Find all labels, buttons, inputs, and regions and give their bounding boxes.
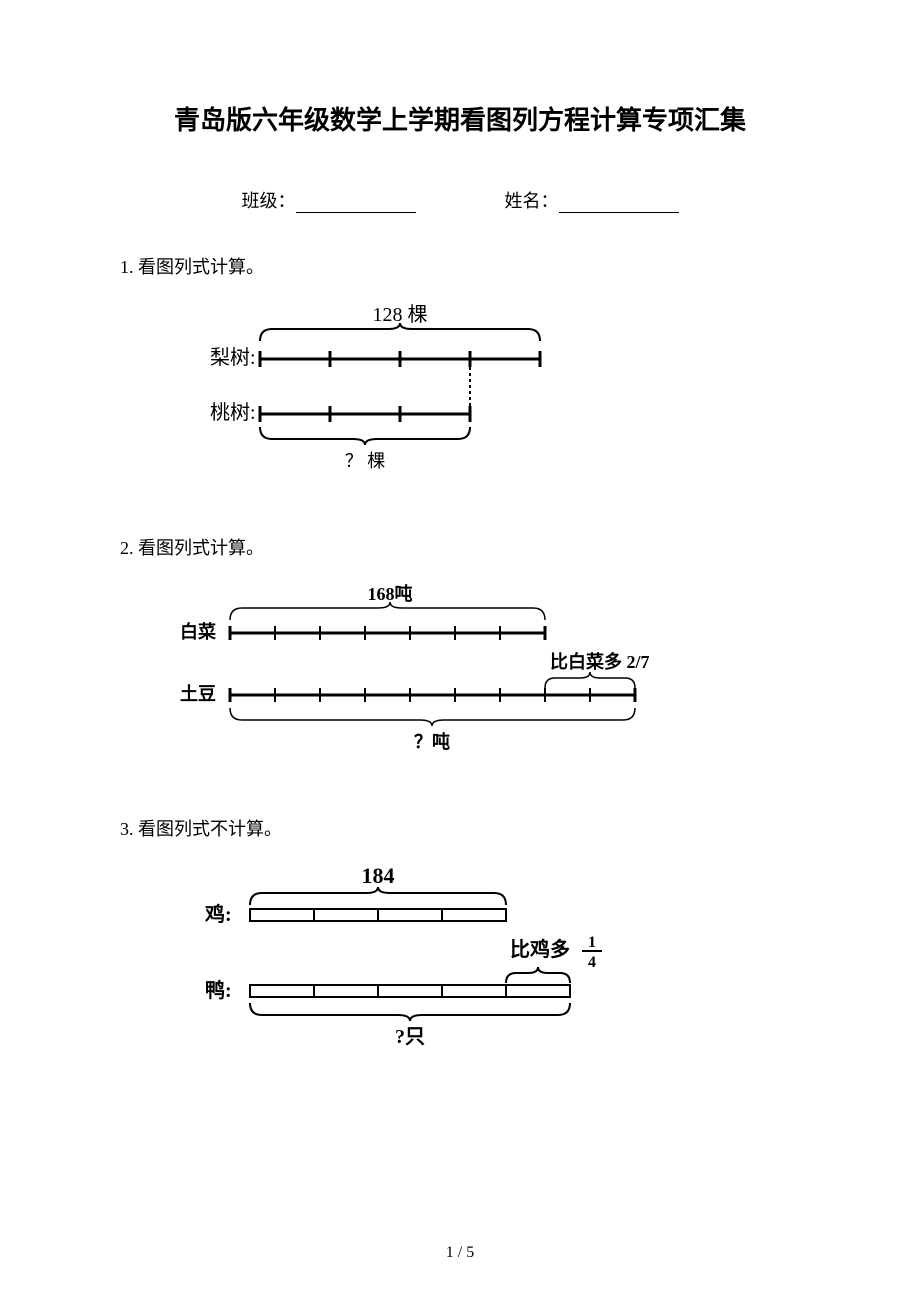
d3-bottom-brace [250,1003,570,1021]
d1-top-brace [260,323,540,341]
diagram-1-svg: 128 棵 梨树: 桃树: [150,299,610,489]
question-1-label: 1. 看图列式计算。 [120,253,800,279]
d3-bottom-label: ?只 [395,1026,425,1048]
diagram-2: 168吨 白菜 比白菜多 2/7 土豆 [150,580,800,775]
student-info-row: 班级： 姓名： [120,187,800,213]
diagram-3-svg: 184 鸡: 比鸡多 1 4 鸭: ?只 [150,861,710,1056]
d1-bar2 [260,406,470,422]
d2-bottom-label: ？吨 [414,731,450,752]
d1-top-label: 128 棵 [373,303,428,326]
d3-bar1 [250,909,506,921]
d3-extra-brace [506,967,570,983]
d3-top-brace [250,887,506,905]
d2-extra-brace [545,672,635,688]
class-label: 班级： [242,191,296,211]
d3-frac-den: 4 [588,954,596,971]
q2-num: 2. [120,538,134,558]
d1-bottom-brace [260,427,470,445]
q3-text: 看图列式不计算。 [138,819,282,839]
page-container: 青岛版六年级数学上学期看图列方程计算专项汇集 班级： 姓名： 1. 看图列式计算… [0,0,920,1141]
d2-bar2 [230,688,635,702]
class-blank [296,195,416,213]
d3-row2-label: 鸭: [205,979,232,1002]
d3-bar2 [250,985,570,997]
name-blank [559,195,679,213]
d1-bar1 [260,351,540,367]
q1-num: 1. [120,257,134,277]
d2-top-label: 168吨 [368,583,413,604]
q2-text: 看图列式计算。 [138,538,264,558]
d1-row1-label: 梨树: [210,346,256,369]
name-label: 姓名： [505,191,559,211]
d2-top-brace [230,602,545,620]
q3-num: 3. [120,819,134,839]
d1-row2-label: 桃树: [210,401,256,424]
d3-frac-num: 1 [588,934,596,951]
d2-bar1 [230,626,545,640]
diagram-3: 184 鸡: 比鸡多 1 4 鸭: ?只 [150,861,800,1061]
d3-row1-label: 鸡: [204,902,232,926]
q1-text: 看图列式计算。 [138,257,264,277]
page-footer: 1 / 5 [0,1244,920,1262]
d3-top-label: 184 [362,863,395,888]
d1-bottom-label: ？ 棵 [345,451,386,471]
question-2-label: 2. 看图列式计算。 [120,534,800,560]
d2-extra-label: 比白菜多 2/7 [550,651,650,672]
question-3-label: 3. 看图列式不计算。 [120,815,800,841]
diagram-1: 128 棵 梨树: 桃树: [150,299,800,494]
diagram-2-svg: 168吨 白菜 比白菜多 2/7 土豆 [150,580,710,770]
d2-row1-label: 白菜 [180,621,216,642]
page-title: 青岛版六年级数学上学期看图列方程计算专项汇集 [120,100,800,137]
d2-bottom-brace [230,708,635,726]
d2-row2-label: 土豆 [180,684,216,704]
d3-extra-prefix: 比鸡多 [510,937,570,961]
